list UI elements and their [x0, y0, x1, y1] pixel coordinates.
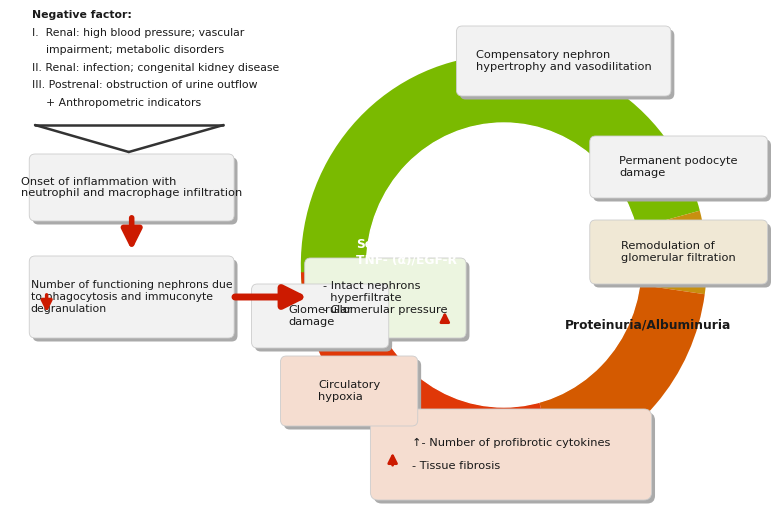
FancyBboxPatch shape: [593, 224, 771, 288]
FancyBboxPatch shape: [32, 158, 238, 225]
FancyBboxPatch shape: [308, 262, 469, 342]
FancyBboxPatch shape: [305, 258, 466, 338]
Text: Number of functioning nephrons due
to phagocytosis and immuconyte
degranulation: Number of functioning nephrons due to ph…: [31, 280, 232, 314]
Wedge shape: [540, 285, 705, 468]
Text: Negative factor:: Negative factor:: [32, 10, 132, 20]
Text: II. Renal: infection; congenital kidney disease: II. Renal: infection; congenital kidney …: [32, 62, 279, 72]
FancyBboxPatch shape: [590, 220, 767, 284]
Text: Remodulation of
glomerular filtration: Remodulation of glomerular filtration: [621, 241, 736, 263]
Circle shape: [367, 123, 641, 407]
FancyBboxPatch shape: [371, 409, 652, 500]
FancyBboxPatch shape: [252, 284, 389, 348]
Wedge shape: [636, 211, 706, 294]
FancyBboxPatch shape: [284, 359, 422, 430]
Wedge shape: [301, 270, 557, 475]
FancyBboxPatch shape: [29, 154, 234, 221]
FancyBboxPatch shape: [280, 356, 418, 426]
FancyBboxPatch shape: [593, 139, 771, 202]
Text: I.  Renal: high blood pressure; vascular: I. Renal: high blood pressure; vascular: [32, 28, 245, 37]
FancyBboxPatch shape: [460, 30, 675, 99]
Text: Circulatory
hypoxia: Circulatory hypoxia: [318, 380, 381, 402]
Text: impairment; metabolic disorders: impairment; metabolic disorders: [32, 45, 224, 55]
Text: Onset of inflammation with
neutrophil and macrophage infiltration: Onset of inflammation with neutrophil an…: [21, 177, 242, 198]
FancyBboxPatch shape: [29, 256, 234, 338]
Text: Permanent podocyte
damage: Permanent podocyte damage: [619, 156, 738, 178]
Text: Glomerular
damage: Glomerular damage: [288, 305, 352, 327]
Text: Compensatory nephron
hypertrophy and vasodilitation: Compensatory nephron hypertrophy and vas…: [476, 50, 652, 72]
FancyBboxPatch shape: [456, 26, 671, 96]
Wedge shape: [301, 55, 699, 319]
Text: Secretionof
TNF- (α)/EGF-R: Secretionof TNF- (α)/EGF-R: [356, 238, 457, 266]
Text: III. Postrenal: obstruction of urine outflow: III. Postrenal: obstruction of urine out…: [32, 80, 258, 90]
Text: - Intact nephrons
  hyperfiltrate
- Glomerular pressure: - Intact nephrons hyperfiltrate - Glomer…: [323, 281, 448, 315]
FancyBboxPatch shape: [374, 412, 655, 503]
Text: ↑- Number of profibrotic cytokines

- Tissue fibrosis: ↑- Number of profibrotic cytokines - Tis…: [411, 438, 610, 471]
FancyBboxPatch shape: [255, 288, 392, 352]
Text: Proteinuria/Albuminuria: Proteinuria/Albuminuria: [564, 318, 731, 332]
Text: + Anthropometric indicators: + Anthropometric indicators: [32, 98, 201, 108]
FancyBboxPatch shape: [32, 259, 238, 342]
FancyBboxPatch shape: [590, 136, 767, 198]
